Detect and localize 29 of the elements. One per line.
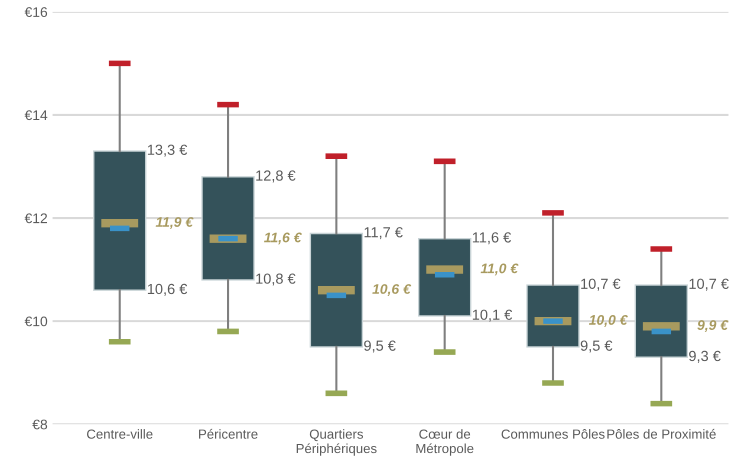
- x-tick-label: Quartiers Périphériques: [296, 429, 377, 456]
- text: 10,7 €: [690, 278, 729, 291]
- text: 11,0 €: [480, 263, 519, 276]
- text: 9,3 €: [689, 350, 721, 363]
- y-tick-label: €12: [24, 213, 48, 224]
- text: 10,7 €: [581, 278, 620, 291]
- y-tick-label: €8: [32, 420, 48, 430]
- text: 10,6 €: [148, 284, 188, 296]
- text: 11,6 €: [264, 232, 302, 244]
- text: 11,7 €: [364, 227, 403, 240]
- text: 11,6 €: [472, 232, 512, 244]
- x-tick-label: Communes Pôles: [502, 429, 605, 439]
- text: 9,5 €: [364, 340, 396, 353]
- text: 10,0 €: [588, 315, 628, 327]
- text: 9,5 €: [580, 340, 612, 353]
- text: 12,8 €: [256, 170, 296, 182]
- y-tick-label: €10: [24, 316, 48, 326]
- x-tick-label: Pôles de Proximité: [607, 428, 716, 439]
- text: 13,3 €: [148, 144, 188, 157]
- text: 10,1 €: [472, 310, 512, 322]
- text: 9,9 €: [697, 320, 728, 332]
- y-tick-label: €14: [24, 110, 48, 120]
- x-tick-label: Péricentre: [199, 428, 258, 439]
- x-tick-label: Cœur de Métropole: [416, 429, 474, 456]
- text: 10,8 €: [256, 273, 296, 286]
- y-tick-label: €16: [24, 7, 48, 18]
- text: 10,6 €: [372, 284, 412, 296]
- x-tick-label: Centre-ville: [87, 429, 153, 439]
- text: 11,9 €: [156, 217, 194, 229]
